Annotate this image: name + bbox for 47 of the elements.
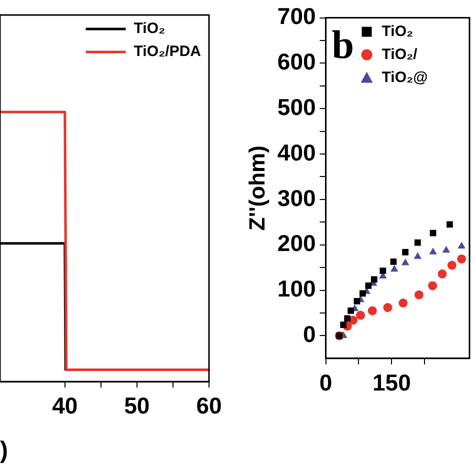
annotation: b [332,22,354,68]
point [414,239,421,246]
y-tick-label: 300 [277,184,316,211]
point [414,290,424,300]
point [360,290,366,297]
point [401,258,410,266]
x-tick-label: 60 [196,392,222,419]
point [390,258,397,265]
point [447,260,456,270]
y-tick-label: 500 [277,94,316,120]
x-tick-label: 150 [372,370,411,396]
y-tick-label: 0 [302,321,316,348]
legend-label: TiO₂/ [382,46,418,63]
point [344,315,350,322]
legend-label: TiO₂ [134,20,166,38]
point [429,248,437,254]
legend-label: TiO₂@ [382,68,428,86]
y-tick-label: 200 [277,230,316,256]
y-tick-label: 400 [277,139,316,166]
point [354,298,360,304]
point [446,221,453,228]
point [356,310,365,320]
y-tick-label: 600 [277,48,316,75]
point [370,276,378,283]
legend-label: TiO₂ [382,22,414,40]
point [458,242,466,248]
x-axis-title: ) [0,437,8,464]
point [438,269,447,278]
point [348,308,354,314]
legend-label: TiO₂/PDA [134,43,202,60]
y-axis-title: Z''(ohm) [244,146,270,231]
point [442,246,450,253]
point [398,298,408,308]
point [383,303,392,312]
point [365,282,372,289]
y-tick-label: 100 [277,276,316,302]
y-tick-label: 700 [277,3,316,30]
point [340,322,347,328]
point [402,248,409,256]
point [428,281,438,290]
x-tick-label: 50 [124,392,150,419]
point [368,306,377,316]
point [457,254,466,264]
point [380,268,386,274]
point [390,264,398,272]
point [414,252,422,259]
x-tick-label: 40 [52,392,78,419]
